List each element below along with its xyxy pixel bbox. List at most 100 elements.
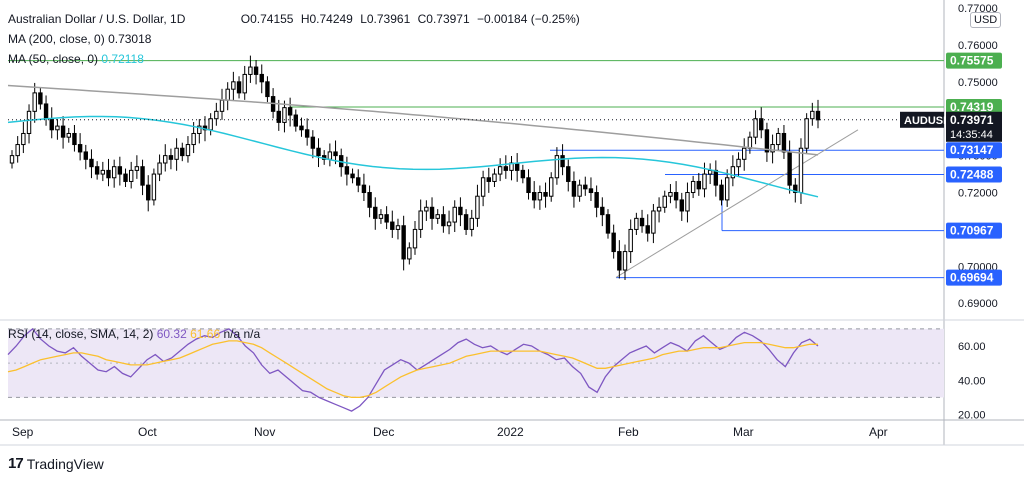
candle[interactable]	[316, 147, 321, 157]
candle[interactable]	[815, 110, 821, 121]
candle[interactable]	[418, 210, 423, 230]
last-price-box[interactable]	[946, 111, 1002, 142]
candle[interactable]	[566, 166, 571, 182]
candle[interactable]	[577, 184, 582, 197]
candle[interactable]	[514, 162, 520, 171]
candle[interactable]	[111, 166, 117, 179]
rsi-line[interactable]	[7, 327, 819, 412]
candle[interactable]	[236, 81, 242, 94]
candle[interactable]	[560, 155, 565, 168]
level-label-box[interactable]	[946, 98, 1002, 115]
symbol-title[interactable]: Australian Dollar / U.S. Dollar, 1D	[8, 12, 186, 26]
candle[interactable]	[781, 132, 787, 153]
candle[interactable]	[168, 155, 174, 160]
candle[interactable]	[60, 125, 66, 138]
candle[interactable]	[128, 169, 134, 182]
candle[interactable]	[276, 110, 281, 123]
candle[interactable]	[146, 184, 151, 201]
candle[interactable]	[248, 66, 253, 75]
candle[interactable]	[26, 110, 32, 134]
candle[interactable]	[549, 177, 554, 197]
candle[interactable]	[685, 192, 690, 212]
candle[interactable]	[793, 184, 798, 194]
candle[interactable]	[265, 81, 270, 98]
candle[interactable]	[94, 166, 100, 175]
candle[interactable]	[730, 166, 736, 179]
candle[interactable]	[628, 228, 633, 253]
candle[interactable]	[690, 180, 696, 194]
candle[interactable]	[469, 217, 474, 230]
candle[interactable]	[89, 158, 94, 168]
candle[interactable]	[810, 110, 815, 120]
candle[interactable]	[787, 151, 792, 186]
candle[interactable]	[15, 144, 20, 157]
candle[interactable]	[117, 166, 123, 175]
candle[interactable]	[526, 177, 531, 194]
candle[interactable]	[55, 125, 60, 131]
ma200-line[interactable]	[7, 84, 819, 156]
candle[interactable]	[753, 118, 758, 138]
candle[interactable]	[583, 184, 588, 190]
candle[interactable]	[350, 173, 355, 179]
candle[interactable]	[600, 206, 605, 216]
candle[interactable]	[742, 147, 747, 160]
tradingview-logo[interactable]: 17 TradingView	[8, 455, 104, 472]
trendline[interactable]	[615, 129, 859, 278]
candle[interactable]	[651, 210, 656, 234]
candle[interactable]	[543, 192, 548, 197]
candle[interactable]	[776, 132, 781, 146]
candle[interactable]	[537, 192, 543, 201]
candle[interactable]	[287, 107, 293, 116]
candle[interactable]	[668, 192, 673, 197]
ma200-legend[interactable]: MA (200, close, 0) 0.73018	[8, 32, 151, 46]
candle[interactable]	[49, 118, 54, 131]
candle[interactable]	[140, 166, 145, 186]
candle[interactable]	[163, 155, 168, 164]
candle[interactable]	[293, 114, 299, 127]
level-label-box[interactable]	[946, 269, 1002, 286]
candle[interactable]	[157, 162, 162, 175]
candle[interactable]	[134, 166, 140, 171]
candle[interactable]	[191, 132, 196, 146]
candle[interactable]	[242, 73, 247, 94]
candle[interactable]	[554, 155, 560, 179]
candle[interactable]	[208, 118, 213, 131]
candle[interactable]	[106, 169, 111, 179]
candle[interactable]	[702, 173, 707, 190]
candle[interactable]	[429, 206, 435, 219]
candle[interactable]	[310, 136, 316, 149]
candle[interactable]	[679, 199, 684, 212]
currency-badge[interactable]: USD	[970, 12, 1002, 28]
candle[interactable]	[395, 225, 401, 230]
candle[interactable]	[231, 81, 236, 90]
candle[interactable]	[197, 125, 202, 134]
candle[interactable]	[724, 177, 730, 201]
rsi-sma-line[interactable]	[7, 340, 818, 399]
candle[interactable]	[390, 221, 395, 230]
candle[interactable]	[719, 184, 724, 201]
candle[interactable]	[492, 173, 497, 182]
candle[interactable]	[378, 214, 384, 219]
candle[interactable]	[639, 217, 645, 227]
ma50-legend[interactable]: MA (50, close, 0) 0.72118	[8, 52, 144, 66]
candle[interactable]	[123, 173, 128, 182]
candle[interactable]	[384, 214, 389, 223]
candle[interactable]	[38, 92, 43, 105]
candle[interactable]	[180, 147, 185, 157]
candle[interactable]	[707, 169, 713, 175]
candle[interactable]	[21, 132, 26, 146]
level-label-box[interactable]	[946, 166, 1002, 183]
candle[interactable]	[327, 151, 333, 160]
rsi-legend[interactable]: RSI (14, close, SMA, 14, 2) 60.32 61.66 …	[8, 327, 260, 341]
candle[interactable]	[66, 132, 71, 138]
level-label-box[interactable]	[946, 142, 1002, 159]
candle[interactable]	[503, 166, 509, 171]
candle[interactable]	[214, 110, 219, 120]
candle[interactable]	[185, 144, 191, 157]
candle[interactable]	[304, 129, 310, 138]
candle[interactable]	[764, 129, 770, 153]
candle[interactable]	[225, 88, 230, 101]
candle[interactable]	[611, 232, 616, 253]
level-label-box[interactable]	[946, 52, 1002, 69]
